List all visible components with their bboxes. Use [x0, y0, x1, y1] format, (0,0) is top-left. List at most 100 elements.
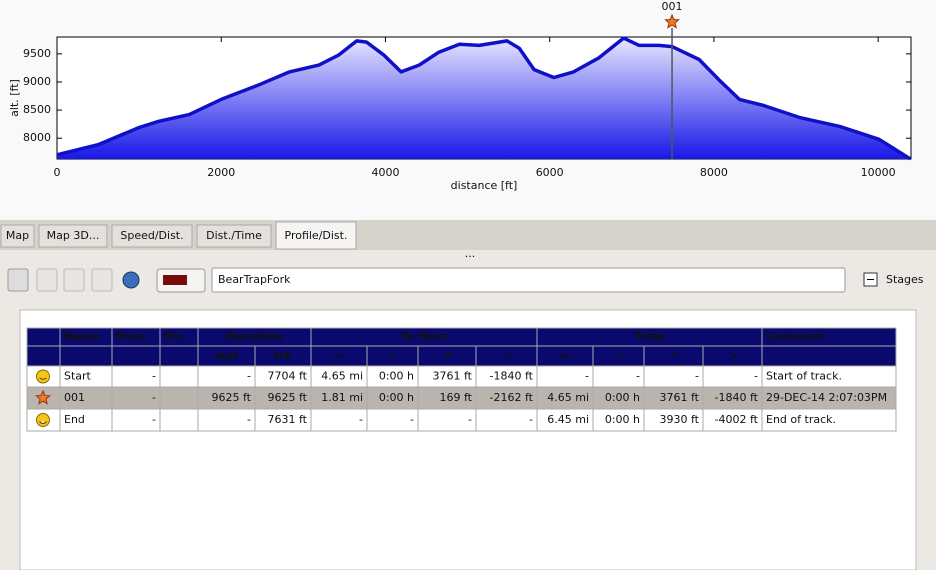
column-header: Prox.	[116, 330, 148, 343]
column-header: Total	[634, 330, 664, 343]
table-cell-text: 0:00 h	[605, 413, 640, 426]
toolbar: BearTrapFork Stages	[7, 267, 924, 293]
row-icon	[35, 389, 51, 405]
row-icon	[36, 369, 50, 384]
table-cell	[475, 408, 538, 432]
table-cell-text: 7704 ft	[268, 370, 308, 383]
track-name-field[interactable]	[211, 267, 846, 293]
table-cell	[761, 408, 897, 432]
table-cell-text: Start of track.	[766, 370, 842, 383]
column-subheader: ▯	[615, 349, 621, 362]
table-cell-text: -	[468, 413, 472, 426]
table-cell-text: 3761 ft	[433, 370, 473, 383]
row-icon-mouth	[39, 421, 47, 424]
table-cell-text: -	[410, 413, 414, 426]
table-cell	[59, 345, 113, 367]
y-tick-label: 9000	[23, 75, 51, 88]
column-subheader: wpt	[215, 349, 238, 362]
column-subheader: ↦	[560, 349, 569, 362]
table-cell	[761, 345, 897, 367]
profile-line	[56, 36, 912, 161]
column-subheader: trk	[274, 349, 293, 362]
table-cell-text: -	[529, 413, 533, 426]
tab-label: Map 3D...	[47, 229, 100, 242]
table-cell-text: 9625 ft	[212, 391, 252, 404]
y-tick-label: 8500	[23, 103, 51, 116]
splitter: ...	[465, 247, 476, 260]
table-cell-text: Start	[64, 370, 92, 383]
table-cell	[159, 408, 199, 432]
tool-button[interactable]	[36, 268, 58, 292]
track-name: BearTrapFork	[218, 273, 291, 286]
table-cell-text: -	[152, 413, 156, 426]
table-cell-text: 1.81 mi	[321, 391, 363, 404]
tab[interactable]	[0, 224, 35, 248]
table-cell-text: 3761 ft	[660, 391, 700, 404]
y-tick-label: 8000	[23, 131, 51, 144]
table-cell	[26, 327, 61, 347]
stages-label: Stages	[886, 273, 924, 286]
x-tick-label: 6000	[536, 166, 564, 179]
table-cell-text: -	[585, 370, 589, 383]
column-header: Elevation	[226, 330, 284, 343]
column-header: Name	[64, 330, 100, 343]
globe-button[interactable]	[122, 271, 140, 289]
x-tick-label: 2000	[207, 166, 235, 179]
column-subheader: ↦	[334, 349, 343, 362]
table-cell-text: 3930 ft	[660, 413, 700, 426]
table-cell-text: 4.65 mi	[321, 370, 363, 383]
column-header: Pic.	[164, 330, 187, 343]
column-header: Comment	[766, 330, 825, 343]
table-cell-text: -2162 ft	[490, 391, 534, 404]
table-cell-text: -4002 ft	[715, 413, 759, 426]
table-cell-text: 29-DEC-14 2:07:03PM	[766, 391, 887, 404]
tool-button[interactable]	[91, 268, 113, 292]
tab[interactable]	[275, 221, 357, 250]
column-subheader: ↘	[728, 349, 737, 362]
table-cell-text: -	[152, 370, 156, 383]
table-cell-text: -	[695, 370, 699, 383]
table-cell	[111, 345, 161, 367]
table-cell-text: 0:00 h	[379, 391, 414, 404]
table-cell-text: 4.65 mi	[547, 391, 589, 404]
tab[interactable]	[38, 224, 108, 248]
track-color	[163, 275, 187, 285]
tab[interactable]	[111, 224, 193, 248]
x-tick-label: 10000	[861, 166, 896, 179]
table-cell-text: 6.45 mi	[547, 413, 589, 426]
table-cell-text: 9625 ft	[268, 391, 308, 404]
column-subheader: ↘	[502, 349, 511, 362]
column-subheader: ↗	[669, 349, 678, 362]
table-cell	[159, 345, 199, 367]
x-tick-label: 0	[54, 166, 61, 179]
x-tick-label: 8000	[700, 166, 728, 179]
table-cell-text: 7631 ft	[268, 413, 308, 426]
table-cell-text: 0:00 h	[379, 370, 414, 383]
table-cell-text: 169 ft	[440, 391, 473, 404]
tool-button[interactable]	[7, 268, 29, 292]
column-subheader: ↗	[442, 349, 451, 362]
table-cell	[159, 386, 199, 410]
x-axis-label: distance [ft]	[451, 179, 518, 192]
table-cell-text: 0:00 h	[605, 391, 640, 404]
table-cell	[159, 365, 199, 388]
row-icon-mouth	[39, 377, 47, 380]
table-cell-text: -1840 ft	[490, 370, 534, 383]
tab-label: Profile/Dist.	[285, 229, 348, 242]
table-cell-text: 001	[64, 391, 85, 404]
y-tick-label: 9500	[23, 47, 51, 60]
table-cell-text: End of track.	[766, 413, 836, 426]
table-cell-text: -	[247, 413, 251, 426]
tab-label: Dist./Time	[206, 229, 262, 242]
tab[interactable]	[196, 224, 272, 248]
table-cell-text: -	[152, 391, 156, 404]
table-cell-text: -	[636, 370, 640, 383]
table-cell-text: -	[754, 370, 758, 383]
profile-area	[57, 38, 911, 159]
column-subheader: ▯	[389, 349, 395, 362]
tool-button[interactable]	[63, 268, 85, 292]
waypoint-label: 001	[662, 0, 683, 13]
waypoint-star	[664, 13, 680, 29]
table-cell-text: End	[64, 413, 85, 426]
